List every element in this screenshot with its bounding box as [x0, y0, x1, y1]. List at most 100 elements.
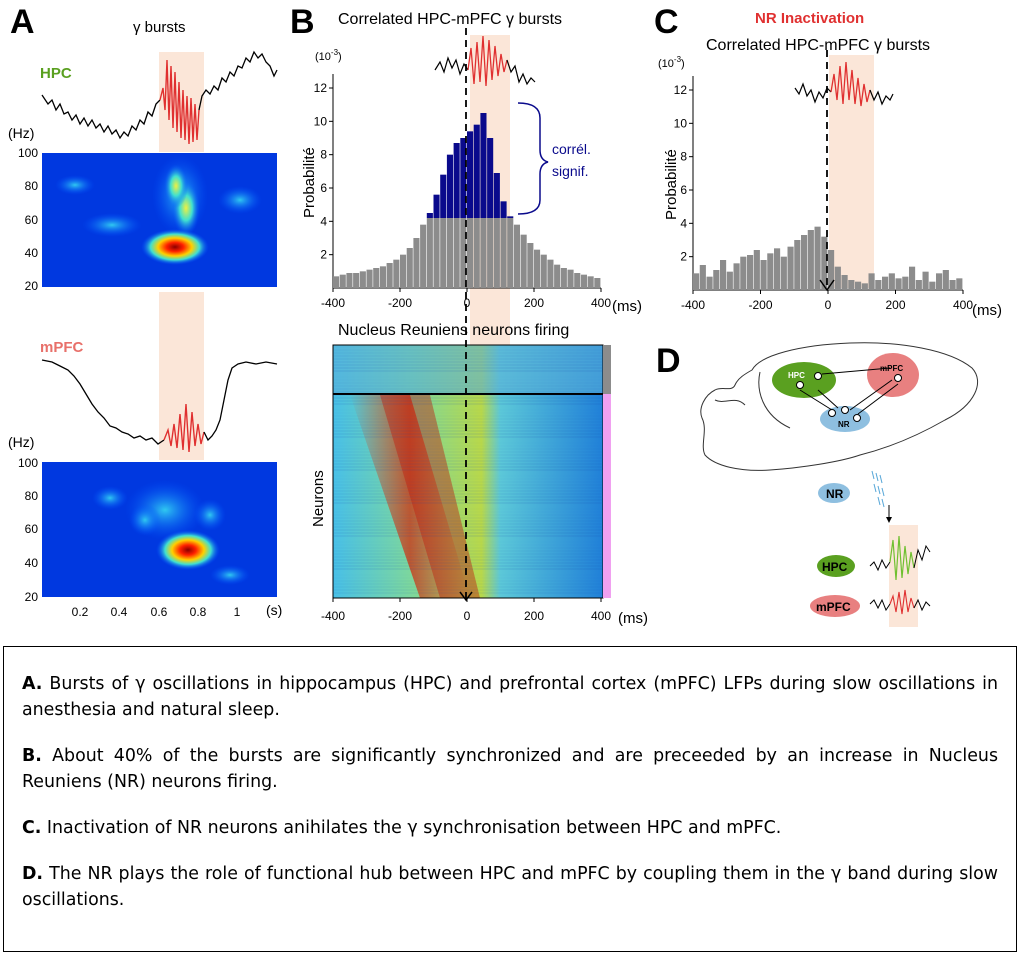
nr-node-label: NR	[838, 420, 850, 429]
freq-tick: 100	[18, 146, 38, 160]
hist-bar	[882, 276, 889, 290]
hist-bar-base	[480, 218, 487, 288]
hist-bar-significant	[467, 131, 474, 218]
hist-bar	[379, 266, 386, 288]
hist-bar	[801, 235, 808, 290]
hist-bar	[942, 270, 949, 290]
hist-bar	[393, 259, 400, 288]
y-tick-label: 2	[320, 248, 327, 262]
b-ticks: 2 4 6 8 10 12 -400 -200 0 200 400	[314, 81, 612, 310]
y-tick-label: 12	[674, 83, 688, 97]
hist-bar	[587, 276, 594, 288]
x-tick-label: 200	[885, 298, 905, 312]
hist-bar-base	[446, 218, 453, 288]
d-mpfc-trace	[869, 598, 891, 612]
x-tick-label: -400	[681, 298, 705, 312]
hist-bar-base	[487, 218, 494, 288]
freq-ticks-a-bottom: 100 80 60 40 20	[18, 456, 38, 604]
panel-c-letter: C	[654, 3, 679, 41]
hist-bar	[386, 263, 393, 288]
c-xunit: (ms)	[972, 302, 1002, 319]
hist-bar	[888, 273, 895, 290]
hist-bar-significant	[473, 124, 480, 218]
hist-bar	[828, 250, 835, 290]
b-bracket-label-2: signif.	[552, 163, 589, 179]
hist-bar	[902, 276, 909, 290]
b-raster-xunit: (ms)	[618, 610, 648, 627]
hist-bar	[400, 254, 407, 288]
c-trace-burst	[830, 61, 871, 107]
time-tick: 0.4	[111, 605, 128, 619]
b-trace-burst	[467, 35, 508, 87]
caption-b: B. About 40% of the bursts are significa…	[22, 746, 999, 792]
x-tick-label: 400	[953, 298, 973, 312]
b-raster-ylabel: Neurons	[310, 470, 327, 527]
hist-bar	[699, 265, 706, 290]
freq-tick: 60	[25, 213, 39, 227]
y-tick-label: 10	[314, 114, 328, 128]
hist-bar	[520, 234, 527, 288]
panel-a-letter: A	[10, 3, 35, 41]
mpfc-trace-label: mPFC	[40, 339, 84, 356]
hpc-trace-label: HPC	[40, 65, 72, 82]
c-scale: (10-3)	[658, 55, 685, 70]
mpfc-legend-pill	[810, 595, 860, 617]
hist-bar	[339, 274, 346, 288]
hist-bar-significant	[460, 138, 467, 218]
caption-a: A. Bursts of γ oscillations in hippocamp…	[22, 674, 998, 720]
hist-bar	[513, 224, 520, 288]
hpc-gamma-burst	[159, 59, 200, 145]
b-significance-bracket	[517, 102, 549, 215]
hpc-lfp-trace-tail	[198, 50, 278, 111]
nr-spikes	[871, 470, 885, 508]
freq-tick: 20	[25, 279, 39, 293]
b-raster-title: Nucleus Reuniens neurons firing	[338, 322, 569, 339]
hist-bar	[359, 271, 366, 288]
hist-bar	[554, 264, 561, 288]
hist-bar	[747, 255, 754, 290]
hist-bar	[580, 274, 587, 288]
x-tick-label: -200	[388, 296, 412, 310]
hpc-node	[772, 362, 836, 398]
hist-bar-significant	[500, 201, 507, 218]
y-tick-label: 4	[320, 214, 327, 228]
panel-b: B Correlated HPC-mPFC γ bursts (10-3) Pr…	[290, 3, 648, 627]
time-tick: 1	[234, 605, 241, 619]
hist-bar	[949, 280, 956, 290]
mpfc-node-label: mPFC	[880, 364, 903, 373]
hist-bar	[807, 230, 814, 290]
hist-bar	[713, 270, 720, 290]
y-tick-label: 10	[674, 116, 688, 130]
hist-bar	[848, 280, 855, 290]
caption-c: C. Inactivation of NR neurons anihilates…	[22, 818, 782, 838]
mpfc-gamma-burst	[163, 403, 205, 453]
hist-bar	[720, 260, 727, 290]
hist-bar	[373, 268, 380, 288]
hist-bar-significant	[433, 194, 440, 218]
b-histogram	[333, 113, 601, 288]
hist-bar	[922, 271, 929, 290]
circuit-arrows	[799, 367, 899, 415]
hist-bar	[855, 281, 862, 290]
nr-legend-label: NR	[826, 487, 844, 501]
hpc-legend-pill	[817, 555, 855, 577]
b-scale: (10-3)	[315, 48, 342, 63]
hist-bar-significant	[480, 113, 487, 218]
c-ylabel: Probabilité	[663, 149, 680, 220]
hist-bar	[726, 271, 733, 290]
mpfc-node	[867, 353, 919, 397]
freq-tick: 60	[25, 522, 39, 536]
c-histogram	[693, 226, 963, 290]
hist-bar	[547, 259, 554, 288]
hist-bar	[413, 238, 420, 288]
b-zero-arrow	[459, 591, 473, 602]
x-tick-label: 200	[524, 296, 544, 310]
panel-b-letter: B	[290, 3, 315, 41]
y-tick-label: 8	[320, 148, 327, 162]
x-tick-label: 0	[464, 296, 471, 310]
spectrogram-hpc	[42, 153, 277, 287]
hist-bar	[420, 224, 427, 288]
mpfc-lfp-trace-tail	[203, 361, 278, 442]
b-xunit: (ms)	[612, 298, 642, 315]
hist-bar-significant	[507, 216, 514, 218]
